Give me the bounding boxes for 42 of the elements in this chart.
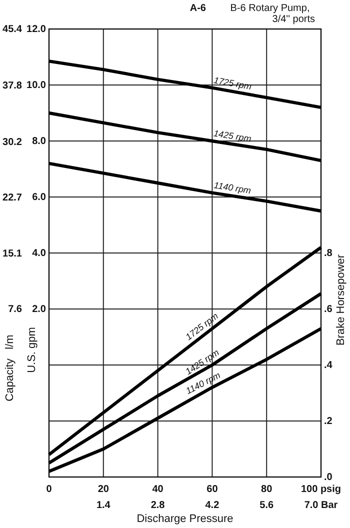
y2-tick-label: .4	[324, 360, 333, 372]
x-tick-label: 20	[98, 484, 110, 496]
y3-tick-label: 7.6	[8, 304, 22, 316]
y3-tick-label: 15.1	[2, 248, 22, 260]
x-tick-label: 60	[206, 484, 218, 496]
y-tick-label: 2.0	[32, 304, 46, 316]
y-tick-label: 12.0	[26, 24, 46, 36]
x-tick-label: 40	[152, 484, 164, 496]
chart-subtitle: B-6 Rotary Pump, 3/4'' ports	[230, 3, 315, 25]
line-series	[47, 111, 323, 162]
x2-tick-label: 1.4	[96, 500, 111, 512]
y-axis-title: U.S. gpm	[26, 327, 38, 373]
text: 1425 rpm	[212, 128, 253, 144]
y3-tick-label: 22.7	[2, 192, 22, 204]
line-series	[47, 292, 323, 465]
y3-tick-label: 37.8	[2, 80, 22, 92]
y-tick-label: 6.0	[32, 192, 46, 204]
text: 1140 rpm	[213, 180, 252, 196]
x2-tick-label: 4.2	[205, 500, 220, 512]
x-axis-title: Discharge Pressure	[136, 513, 234, 525]
x-tick-label: 80	[261, 484, 273, 496]
line-series	[47, 60, 323, 109]
x-tick-label: 0	[46, 484, 52, 496]
line-series	[47, 246, 323, 456]
y-tick-label: 8.0	[32, 136, 46, 148]
line-series	[47, 162, 323, 213]
y-tick-label: 10.0	[26, 80, 46, 92]
y-tick-label: 4.0	[32, 248, 46, 260]
x2-tick-label: 2.8	[150, 500, 166, 512]
y2-tick-label: .0	[324, 472, 333, 484]
y2-axis-title: Brake Horsepower	[335, 254, 347, 346]
y2-tick-label: .8	[324, 248, 333, 260]
y3-axis-title: Capacity l/m	[4, 334, 16, 402]
x2-tick-label: 7.0 Bar	[304, 500, 338, 512]
y2-tick-label: .6	[324, 304, 333, 316]
chart-title: A-6	[190, 3, 206, 14]
y3-tick-label: 30.2	[2, 136, 22, 148]
text: 1725 rpm	[213, 75, 253, 92]
y2-tick-label: .2	[324, 416, 333, 428]
x-tick-label: 100 psig	[300, 484, 342, 496]
x2-tick-label: 5.6	[260, 500, 274, 512]
y3-tick-label: 45.4	[2, 24, 22, 36]
